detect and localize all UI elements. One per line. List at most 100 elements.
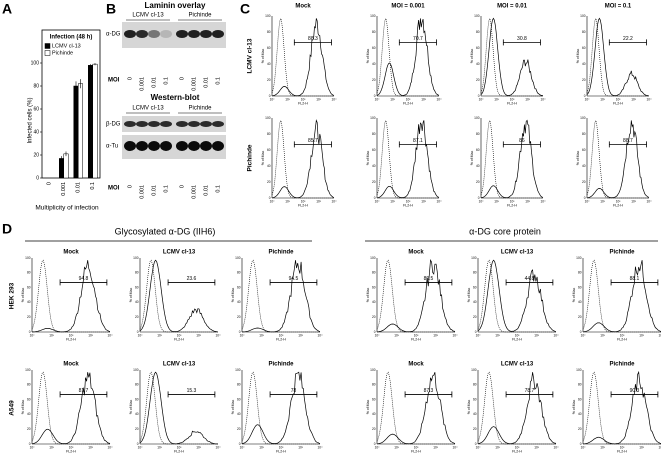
plot-frame	[41, 29, 101, 179]
hist-y-tick: 80	[135, 271, 139, 275]
blot-band	[148, 30, 160, 38]
hist-x-tick: 10²	[177, 333, 182, 337]
control-curve	[480, 119, 543, 199]
hist-x-tick: 10²	[406, 199, 411, 203]
sample-curve	[477, 259, 557, 332]
blot-label: α-DG	[106, 32, 121, 38]
hist-y-tick: 100	[370, 14, 376, 18]
blot-band	[160, 30, 172, 38]
sample-curve	[32, 260, 111, 333]
control-curve	[376, 17, 439, 97]
hist-x-label: FL2-H	[66, 337, 76, 341]
hist-y-tick: 40	[476, 164, 480, 168]
hist-x-tick: 10³	[88, 445, 93, 449]
sample-curve	[139, 371, 218, 445]
column-title: Mock	[63, 362, 79, 368]
hist-x-tick: 10¹	[259, 445, 264, 449]
legend-label: Pichinde	[52, 50, 73, 56]
hist-x-label: FL2-H	[174, 337, 184, 341]
hist-x-label: FL2-H	[411, 337, 421, 341]
hist-x-tick: 10³	[534, 445, 539, 449]
gate-value: 44.8	[525, 276, 535, 282]
hist-x-tick: 10³	[316, 199, 321, 203]
hist-y-tick: 80	[372, 30, 376, 34]
hist-x-label: FL2-H	[66, 449, 76, 453]
hist-y-tick: 60	[372, 46, 376, 50]
hist-x-tick: 10³	[433, 333, 438, 337]
column-title: MOI = 0.01	[497, 4, 528, 10]
hist-y-tick: 80	[267, 30, 271, 34]
hist-x-tick: 10¹	[495, 333, 500, 337]
hist-y-tick: 100	[25, 368, 31, 372]
hist-x-tick: 10⁰	[30, 445, 36, 449]
hist-y-tick: 20	[578, 315, 582, 319]
hist-x-tick: 10⁴	[659, 333, 661, 337]
sample-curve	[139, 259, 219, 333]
blot-group-label: LCMV cl-13	[132, 13, 164, 19]
hist-y-tick: 20	[476, 180, 480, 184]
control-curve	[139, 371, 218, 445]
hist-x-tick: 10⁰	[479, 199, 485, 203]
hist-y-tick: 20	[267, 180, 271, 184]
hist-y-label: % of Max	[261, 48, 265, 63]
hist-x-label: FL2-H	[276, 337, 286, 341]
hist-y-tick: 20	[27, 427, 31, 431]
hist-y-tick: 0	[374, 196, 376, 200]
hist-y-tick: 0	[478, 94, 480, 98]
hist-y-label: % of Max	[572, 399, 576, 414]
hist-x-tick: 10²	[406, 97, 411, 101]
sample-curve	[376, 120, 440, 199]
control-curve	[139, 259, 218, 333]
control-curve	[271, 17, 334, 97]
lane-label: 0	[179, 185, 185, 188]
hist-y-label: % of Max	[576, 48, 580, 63]
sample-curve	[376, 18, 440, 96]
sample-curve	[586, 17, 650, 97]
hist-x-tick: 10²	[616, 199, 621, 203]
hist-x-tick: 10³	[639, 333, 644, 337]
hist-y-tick: 80	[473, 383, 477, 387]
hist-y-tick: 100	[133, 368, 139, 372]
hist-y-tick: 0	[269, 94, 271, 98]
column-title: MOI = 0.001	[391, 4, 425, 10]
blot-band	[124, 30, 136, 38]
legend-swatch	[44, 43, 51, 49]
hist-x-label: FL2-H	[617, 449, 627, 453]
gate-value: 23.6	[187, 276, 197, 282]
gate-value: 15.3	[187, 388, 197, 394]
gate-value: 88.7	[623, 138, 633, 144]
hist-x-label: FL2-H	[512, 337, 522, 341]
x-tick-label: 0.001	[61, 182, 67, 196]
hist-x-tick: 10⁴	[437, 97, 443, 101]
hist-y-tick: 0	[239, 442, 241, 446]
sample-curve	[376, 372, 456, 445]
hist-y-tick: 60	[372, 148, 376, 152]
hist-x-label: FL2-H	[403, 203, 413, 207]
column-title: Mock	[295, 4, 311, 10]
blot-band	[212, 30, 224, 38]
hist-x-tick: 10³	[525, 97, 530, 101]
hist-x-tick: 10³	[631, 97, 636, 101]
hist-x-tick: 10¹	[259, 333, 264, 337]
hist-x-tick: 10⁰	[479, 97, 485, 101]
hist-y-label: % of Max	[231, 399, 235, 414]
hist-x-tick: 10¹	[390, 97, 395, 101]
hist-x-tick: 10¹	[285, 199, 290, 203]
hist-x-tick: 10¹	[390, 199, 395, 203]
hist-x-tick: 10⁰	[138, 445, 144, 449]
hist-x-tick: 10⁴	[437, 199, 443, 203]
hist-y-tick: 100	[471, 368, 477, 372]
hist-y-tick: 40	[267, 62, 271, 66]
y-tick-label: 100	[31, 60, 40, 66]
blot-band	[148, 141, 160, 151]
hist-x-tick: 10⁰	[270, 199, 276, 203]
hist-y-tick: 80	[473, 271, 477, 275]
bar	[88, 65, 93, 179]
panel-label: D	[2, 221, 12, 237]
hist-x-tick: 10⁴	[554, 333, 560, 337]
hist-x-label: FL2-H	[298, 101, 308, 105]
row-label: LCMV cl-13	[247, 38, 254, 73]
hist-y-label: % of Max	[231, 287, 235, 302]
control-curve	[376, 119, 439, 199]
hist-y-tick: 100	[133, 256, 139, 260]
